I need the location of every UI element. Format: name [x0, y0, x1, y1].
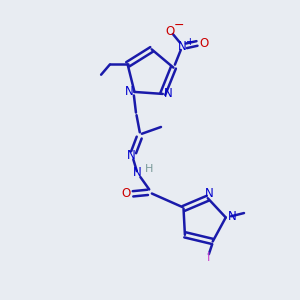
Text: −: − — [173, 19, 184, 32]
Text: N: N — [127, 149, 136, 162]
Text: N: N — [125, 85, 134, 98]
Text: O: O — [200, 37, 209, 50]
Text: N: N — [164, 87, 172, 101]
Text: O: O — [165, 25, 175, 38]
Text: +: + — [186, 37, 195, 47]
Text: H: H — [144, 164, 153, 174]
Text: N: N — [178, 40, 187, 53]
Text: N: N — [133, 167, 142, 179]
Text: O: O — [121, 187, 130, 200]
Text: N: N — [228, 210, 237, 223]
Text: N: N — [205, 187, 213, 200]
Text: I: I — [207, 251, 210, 264]
